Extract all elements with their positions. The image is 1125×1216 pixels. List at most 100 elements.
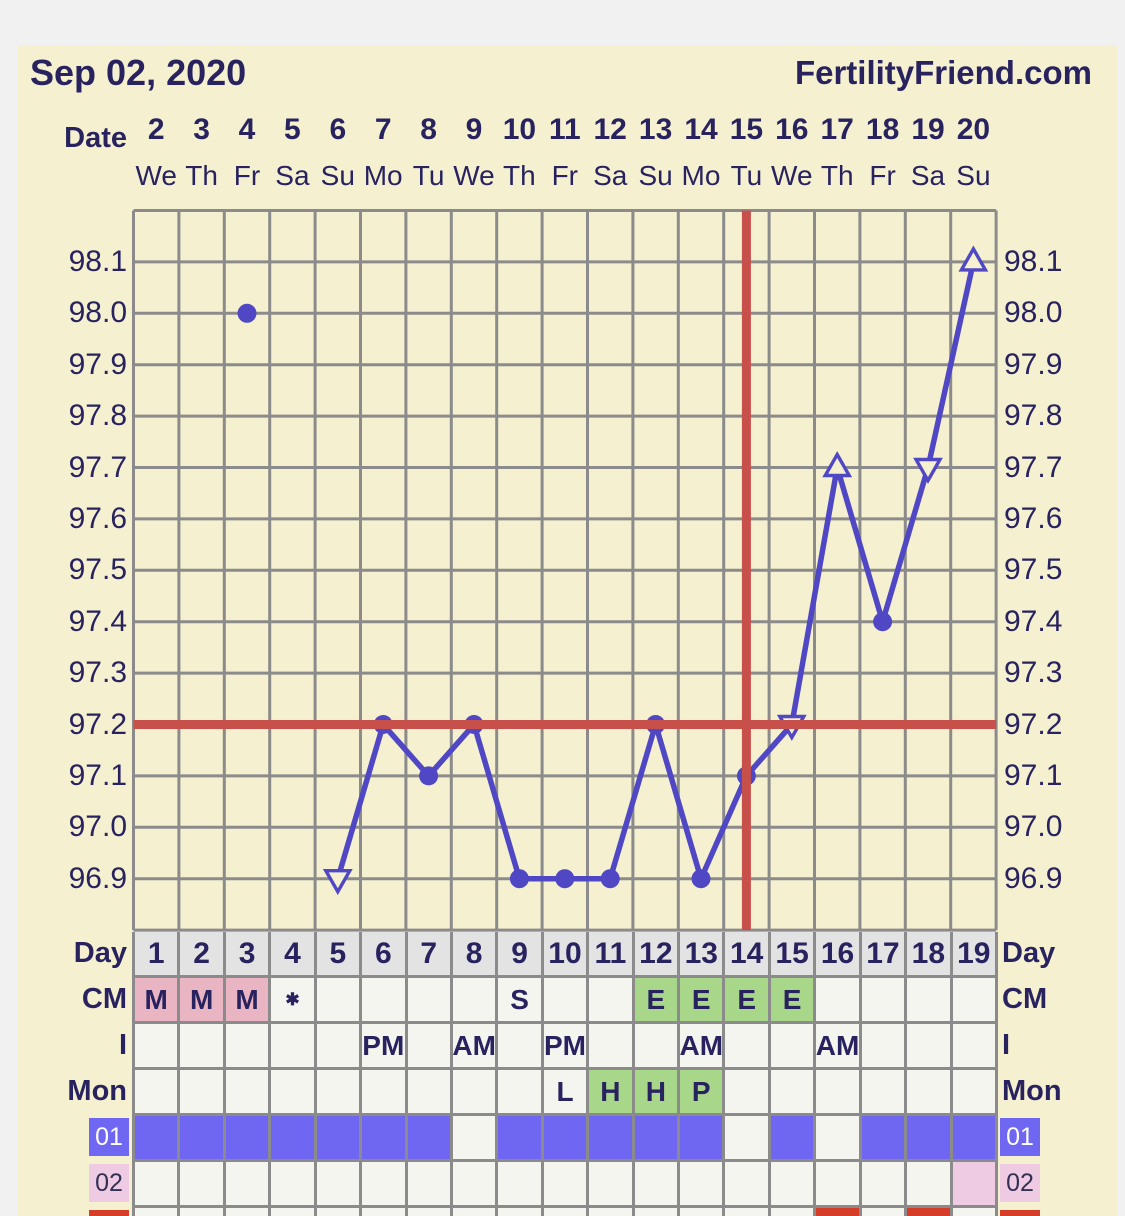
i-row-cell-day-5 <box>317 1024 362 1070</box>
cm-row-cell-day-11 <box>589 978 634 1024</box>
indicator-row-02-cell-day-1 <box>135 1162 180 1208</box>
cm-row-cell-day-5 <box>317 978 362 1024</box>
mon-row-cell-day-5 <box>317 1070 362 1116</box>
day-number-row: 12345678910111213141516171819 <box>132 932 998 978</box>
i-row-cell-day-13: AM <box>680 1024 725 1070</box>
indicator-row-02-cell-day-7 <box>408 1162 453 1208</box>
temp-point-day-9-dot <box>510 869 529 888</box>
i-row-cell-day-8: AM <box>453 1024 498 1070</box>
indicator-row-red-cell-day-3 <box>226 1208 271 1216</box>
mon-row-label-left: Mon <box>0 1070 127 1113</box>
indicator-row-red-cell-day-16 <box>816 1208 861 1216</box>
day-number-row-cell-day-12: 12 <box>635 932 680 978</box>
y-tick-label-right: 97.3 <box>1004 657 1124 689</box>
cm-row-cell-day-12: E <box>635 978 680 1024</box>
cm-row-cell-day-8 <box>453 978 498 1024</box>
day-number-row-cell-day-5: 5 <box>317 932 362 978</box>
i-row-cell-day-17 <box>862 1024 907 1070</box>
temp-point-day-5-tri-down <box>326 871 350 892</box>
mon-row-cell-day-15 <box>771 1070 816 1116</box>
cm-row-cell-day-17 <box>862 978 907 1024</box>
indicator-row-red-cell-day-19 <box>953 1208 998 1216</box>
y-tick-label-right: 97.2 <box>1004 709 1124 741</box>
i-row-cell-day-18 <box>907 1024 952 1070</box>
y-tick-label-left: 97.6 <box>0 503 127 535</box>
indicator-row-02-cell-day-15 <box>771 1162 816 1208</box>
y-tick-label-left: 96.9 <box>0 863 127 895</box>
cm-row-cell-day-10 <box>544 978 589 1024</box>
indicator-row-01-cell-day-13 <box>680 1116 725 1162</box>
y-tick-label-left: 97.8 <box>0 400 127 432</box>
indicator-row-red-cell-day-5 <box>317 1208 362 1216</box>
mon-row-cell-day-9 <box>498 1070 543 1116</box>
y-tick-label-left: 97.2 <box>0 709 127 741</box>
cm-row-cell-day-4: ✱ <box>271 978 316 1024</box>
indicator-row-02-cell-day-6 <box>362 1162 407 1208</box>
indicator-row-red-cell-day-17 <box>862 1208 907 1216</box>
y-tick-label-left: 98.1 <box>0 246 127 278</box>
day-number-row-cell-day-18: 18 <box>907 932 952 978</box>
cm-row: MMM✱SEEEE <box>132 978 998 1024</box>
i-row-cell-day-9 <box>498 1024 543 1070</box>
indicator-swatch-02-left: 02 <box>89 1164 129 1202</box>
i-row-label-left: I <box>0 1024 127 1067</box>
indicator-row-01 <box>132 1116 998 1162</box>
day-row-label-right: Day <box>1002 932 1122 975</box>
cm-row-cell-day-14: E <box>725 978 770 1024</box>
bbt-chart <box>132 209 998 932</box>
mon-row-cell-day-19 <box>953 1070 998 1116</box>
cm-row-cell-day-1: M <box>135 978 180 1024</box>
indicator-row-01-cell-day-2 <box>180 1116 225 1162</box>
day-number-row-cell-day-9: 9 <box>498 932 543 978</box>
fertility-chart-screen: Sep 02, 2020 FertilityFriend.com Date 2W… <box>0 0 1125 1216</box>
y-tick-label-left: 97.9 <box>0 349 127 381</box>
cm-row-label-right: CM <box>1002 978 1122 1021</box>
temp-point-day-11-dot <box>601 869 620 888</box>
cm-row-label-left: CM <box>0 978 127 1021</box>
temp-point-day-7-dot <box>419 766 438 785</box>
day-number-row-cell-day-7: 7 <box>408 932 453 978</box>
indicator-row-01-cell-day-16 <box>816 1116 861 1162</box>
mon-row-cell-day-18 <box>907 1070 952 1116</box>
i-row: PMAMPMAMAM <box>132 1024 998 1070</box>
mon-row-cell-day-2 <box>180 1070 225 1116</box>
y-tick-label-right: 97.5 <box>1004 554 1124 586</box>
indicator-row-01-cell-day-9 <box>498 1116 543 1162</box>
mon-row-cell-day-4 <box>271 1070 316 1116</box>
indicator-row-red-cell-day-8 <box>453 1208 498 1216</box>
indicator-row-01-cell-day-10 <box>544 1116 589 1162</box>
day-number-row-cell-day-11: 11 <box>589 932 634 978</box>
indicator-swatch-red-right <box>1000 1210 1040 1216</box>
i-row-cell-day-10: PM <box>544 1024 589 1070</box>
mon-row-cell-day-10: L <box>544 1070 589 1116</box>
chart-date-title: Sep 02, 2020 <box>30 52 246 94</box>
indicator-row-01-cell-day-1 <box>135 1116 180 1162</box>
indicator-swatch-red-left <box>89 1210 129 1216</box>
day-number-row-cell-day-17: 17 <box>862 932 907 978</box>
y-tick-label-right: 98.0 <box>1004 297 1124 329</box>
indicator-row-red-cell-day-12 <box>635 1208 680 1216</box>
day-number-row-cell-day-19: 19 <box>953 932 998 978</box>
temp-point-day-3-dot <box>238 304 257 323</box>
mon-row-cell-day-12: H <box>635 1070 680 1116</box>
date-number: 20 <box>943 113 1003 147</box>
i-row-cell-day-4 <box>271 1024 316 1070</box>
i-row-cell-day-6: PM <box>362 1024 407 1070</box>
y-tick-label-left: 98.0 <box>0 297 127 329</box>
indicator-row-02-cell-day-2 <box>180 1162 225 1208</box>
indicator-row-02-cell-day-18 <box>907 1162 952 1208</box>
indicator-row-red-cell-day-10 <box>544 1208 589 1216</box>
i-row-cell-day-1 <box>135 1024 180 1070</box>
mon-row-cell-day-17 <box>862 1070 907 1116</box>
indicator-swatch-01-left: 01 <box>89 1118 129 1156</box>
i-row-cell-day-7 <box>408 1024 453 1070</box>
indicator-row-01-cell-day-15 <box>771 1116 816 1162</box>
indicator-row-02-cell-day-11 <box>589 1162 634 1208</box>
mon-row-cell-day-16 <box>816 1070 861 1116</box>
indicator-row-01-cell-day-3 <box>226 1116 271 1162</box>
i-row-label-right: I <box>1002 1024 1122 1067</box>
indicator-row-02-cell-day-5 <box>317 1162 362 1208</box>
indicator-row-01-cell-day-6 <box>362 1116 407 1162</box>
indicator-row-red-cell-day-2 <box>180 1208 225 1216</box>
indicator-row-02-cell-day-19 <box>953 1162 998 1208</box>
